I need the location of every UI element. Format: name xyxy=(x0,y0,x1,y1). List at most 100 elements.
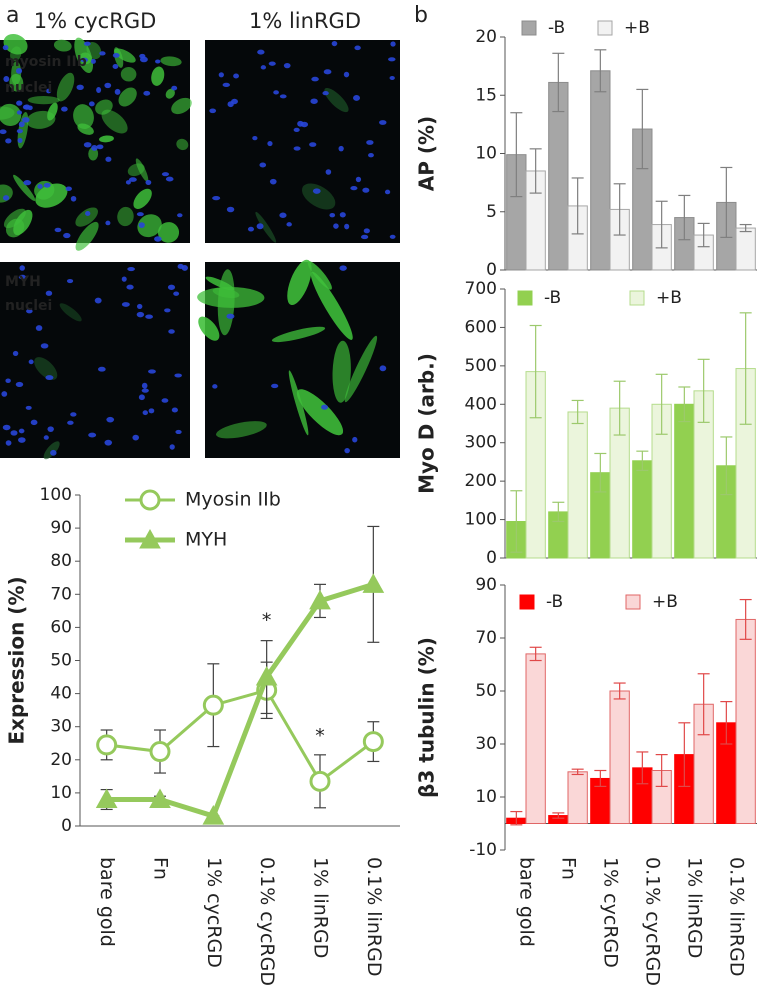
nucleus xyxy=(17,137,23,144)
nucleus xyxy=(106,416,115,423)
cell xyxy=(197,286,265,308)
nucleus xyxy=(136,303,143,310)
nucleus xyxy=(325,169,332,175)
cell xyxy=(255,211,277,243)
nucleus xyxy=(329,213,336,218)
nucleus xyxy=(260,65,267,70)
nucleus xyxy=(16,110,23,115)
nucleus xyxy=(67,420,74,425)
cell xyxy=(53,39,72,52)
cell xyxy=(75,207,98,227)
cell xyxy=(133,188,152,209)
point xyxy=(202,805,225,825)
point xyxy=(149,741,171,763)
cell xyxy=(157,222,180,243)
x-tick-label: bare gold xyxy=(96,857,118,947)
nucleus xyxy=(350,185,358,191)
legend-label: -B xyxy=(546,592,563,612)
y-tick-label: -10 xyxy=(469,840,497,860)
nucleus xyxy=(88,101,95,107)
cell xyxy=(43,441,60,460)
bar xyxy=(632,460,653,559)
series-line xyxy=(106,581,375,820)
nucleus xyxy=(310,98,318,104)
x-tick-label: 0.1% cycRGD xyxy=(256,857,278,986)
cell xyxy=(0,103,22,126)
bar xyxy=(525,653,546,825)
nucleus xyxy=(362,187,370,193)
nucleus xyxy=(63,232,71,239)
nucleus xyxy=(18,428,25,434)
nucleus xyxy=(105,156,112,162)
y-tick-label: 80 xyxy=(50,551,72,571)
panel-label: a xyxy=(6,3,19,28)
nucleus xyxy=(65,186,72,192)
cell xyxy=(34,357,58,380)
nucleus xyxy=(0,129,7,135)
y-tick-label: 100 xyxy=(40,485,72,505)
nucleus xyxy=(139,56,148,63)
cell xyxy=(127,163,145,177)
nucleus xyxy=(390,41,396,47)
nucleus xyxy=(379,120,387,125)
legend-label: MYH xyxy=(185,529,227,551)
legend-swatch xyxy=(521,20,537,36)
nucleus xyxy=(168,329,175,334)
cell xyxy=(118,87,137,107)
y-tick-label: 20 xyxy=(50,750,72,770)
y-tick-label: 90 xyxy=(475,575,497,595)
legend-swatch xyxy=(597,20,613,36)
cell xyxy=(27,96,60,105)
legend-swatch xyxy=(625,594,641,610)
y-tick-label: 10 xyxy=(50,783,72,803)
cell xyxy=(9,73,24,92)
cell xyxy=(198,316,220,341)
nucleus xyxy=(283,63,291,69)
nucleus xyxy=(128,177,137,182)
point xyxy=(96,734,118,756)
point xyxy=(149,788,171,809)
y-tick-label: 15 xyxy=(475,85,497,105)
y-tick-label: 70 xyxy=(50,584,72,604)
cell xyxy=(216,421,267,439)
nucleus xyxy=(76,84,84,90)
nucleus xyxy=(297,120,304,127)
nucleus xyxy=(96,144,104,150)
y-tick-label: 300 xyxy=(465,433,497,453)
nucleus xyxy=(273,90,279,95)
nucleus xyxy=(309,142,317,147)
nucleus xyxy=(233,73,239,79)
annotation: * xyxy=(262,609,272,631)
nucleus xyxy=(218,72,224,78)
series-line xyxy=(106,688,375,784)
nucleus xyxy=(339,212,346,218)
nucleus xyxy=(28,359,34,365)
y-tick-label: 30 xyxy=(50,717,72,737)
bar xyxy=(567,411,588,559)
cell xyxy=(324,87,349,113)
legend-label: -B xyxy=(548,18,565,38)
nucleus xyxy=(43,182,51,188)
panel-label: b xyxy=(414,3,428,28)
nucleus xyxy=(169,444,175,450)
nucleus xyxy=(26,308,33,314)
y-tick-label: 0 xyxy=(486,260,497,280)
point xyxy=(362,731,384,753)
nucleus xyxy=(279,94,287,99)
nucleus xyxy=(321,404,329,410)
nucleus xyxy=(88,432,97,438)
point xyxy=(362,573,385,593)
cell xyxy=(56,72,75,102)
nucleus xyxy=(268,61,276,66)
nucleus xyxy=(286,222,292,227)
cell xyxy=(165,88,175,99)
nucleus xyxy=(175,429,182,435)
nucleus xyxy=(23,180,32,186)
nucleus xyxy=(161,172,170,177)
point xyxy=(202,694,224,716)
annotation: * xyxy=(315,725,325,747)
y-tick-label: 50 xyxy=(50,651,72,671)
nucleus xyxy=(112,63,119,69)
nucleus xyxy=(363,228,370,234)
